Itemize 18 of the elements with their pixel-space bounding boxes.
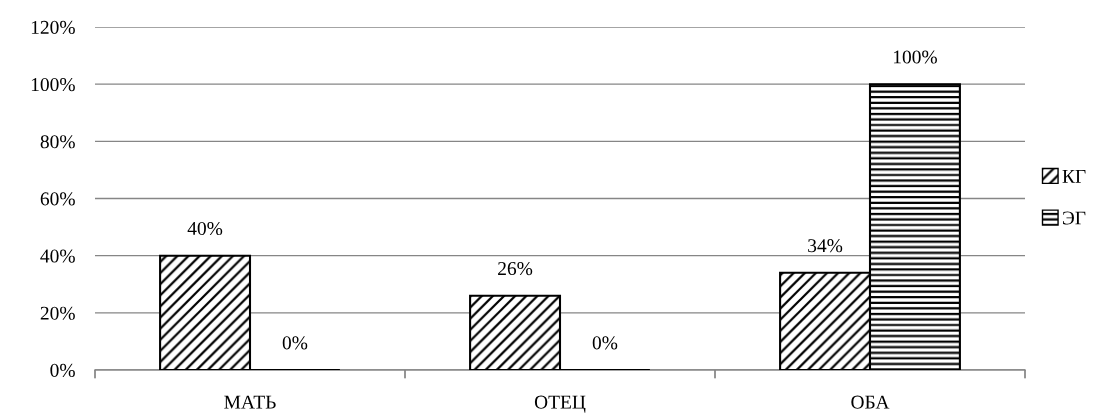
y-tick-label: 40% [40, 249, 75, 263]
legend-label: ЭГ [1063, 211, 1086, 225]
data-label: 0% [592, 336, 618, 350]
y-tick-label: 120% [31, 20, 75, 34]
x-tick-label: МАТЬ [224, 395, 276, 409]
data-label: 100% [893, 50, 937, 64]
y-tick-label: 20% [40, 306, 75, 320]
y-tick-label: 60% [40, 192, 75, 206]
y-tick-label: 100% [31, 77, 75, 92]
x-tick-label: ОТЕЦ [534, 395, 586, 413]
data-label: 26% [498, 261, 533, 276]
y-tick-label: 80% [40, 135, 75, 149]
data-label: 40% [187, 221, 223, 236]
legend-label: КГ [1062, 169, 1086, 183]
data-label: 0% [282, 336, 308, 350]
x-tick-label: ОБА [851, 395, 890, 409]
y-tick-label: 0% [50, 363, 75, 377]
data-label: 34% [808, 239, 843, 253]
